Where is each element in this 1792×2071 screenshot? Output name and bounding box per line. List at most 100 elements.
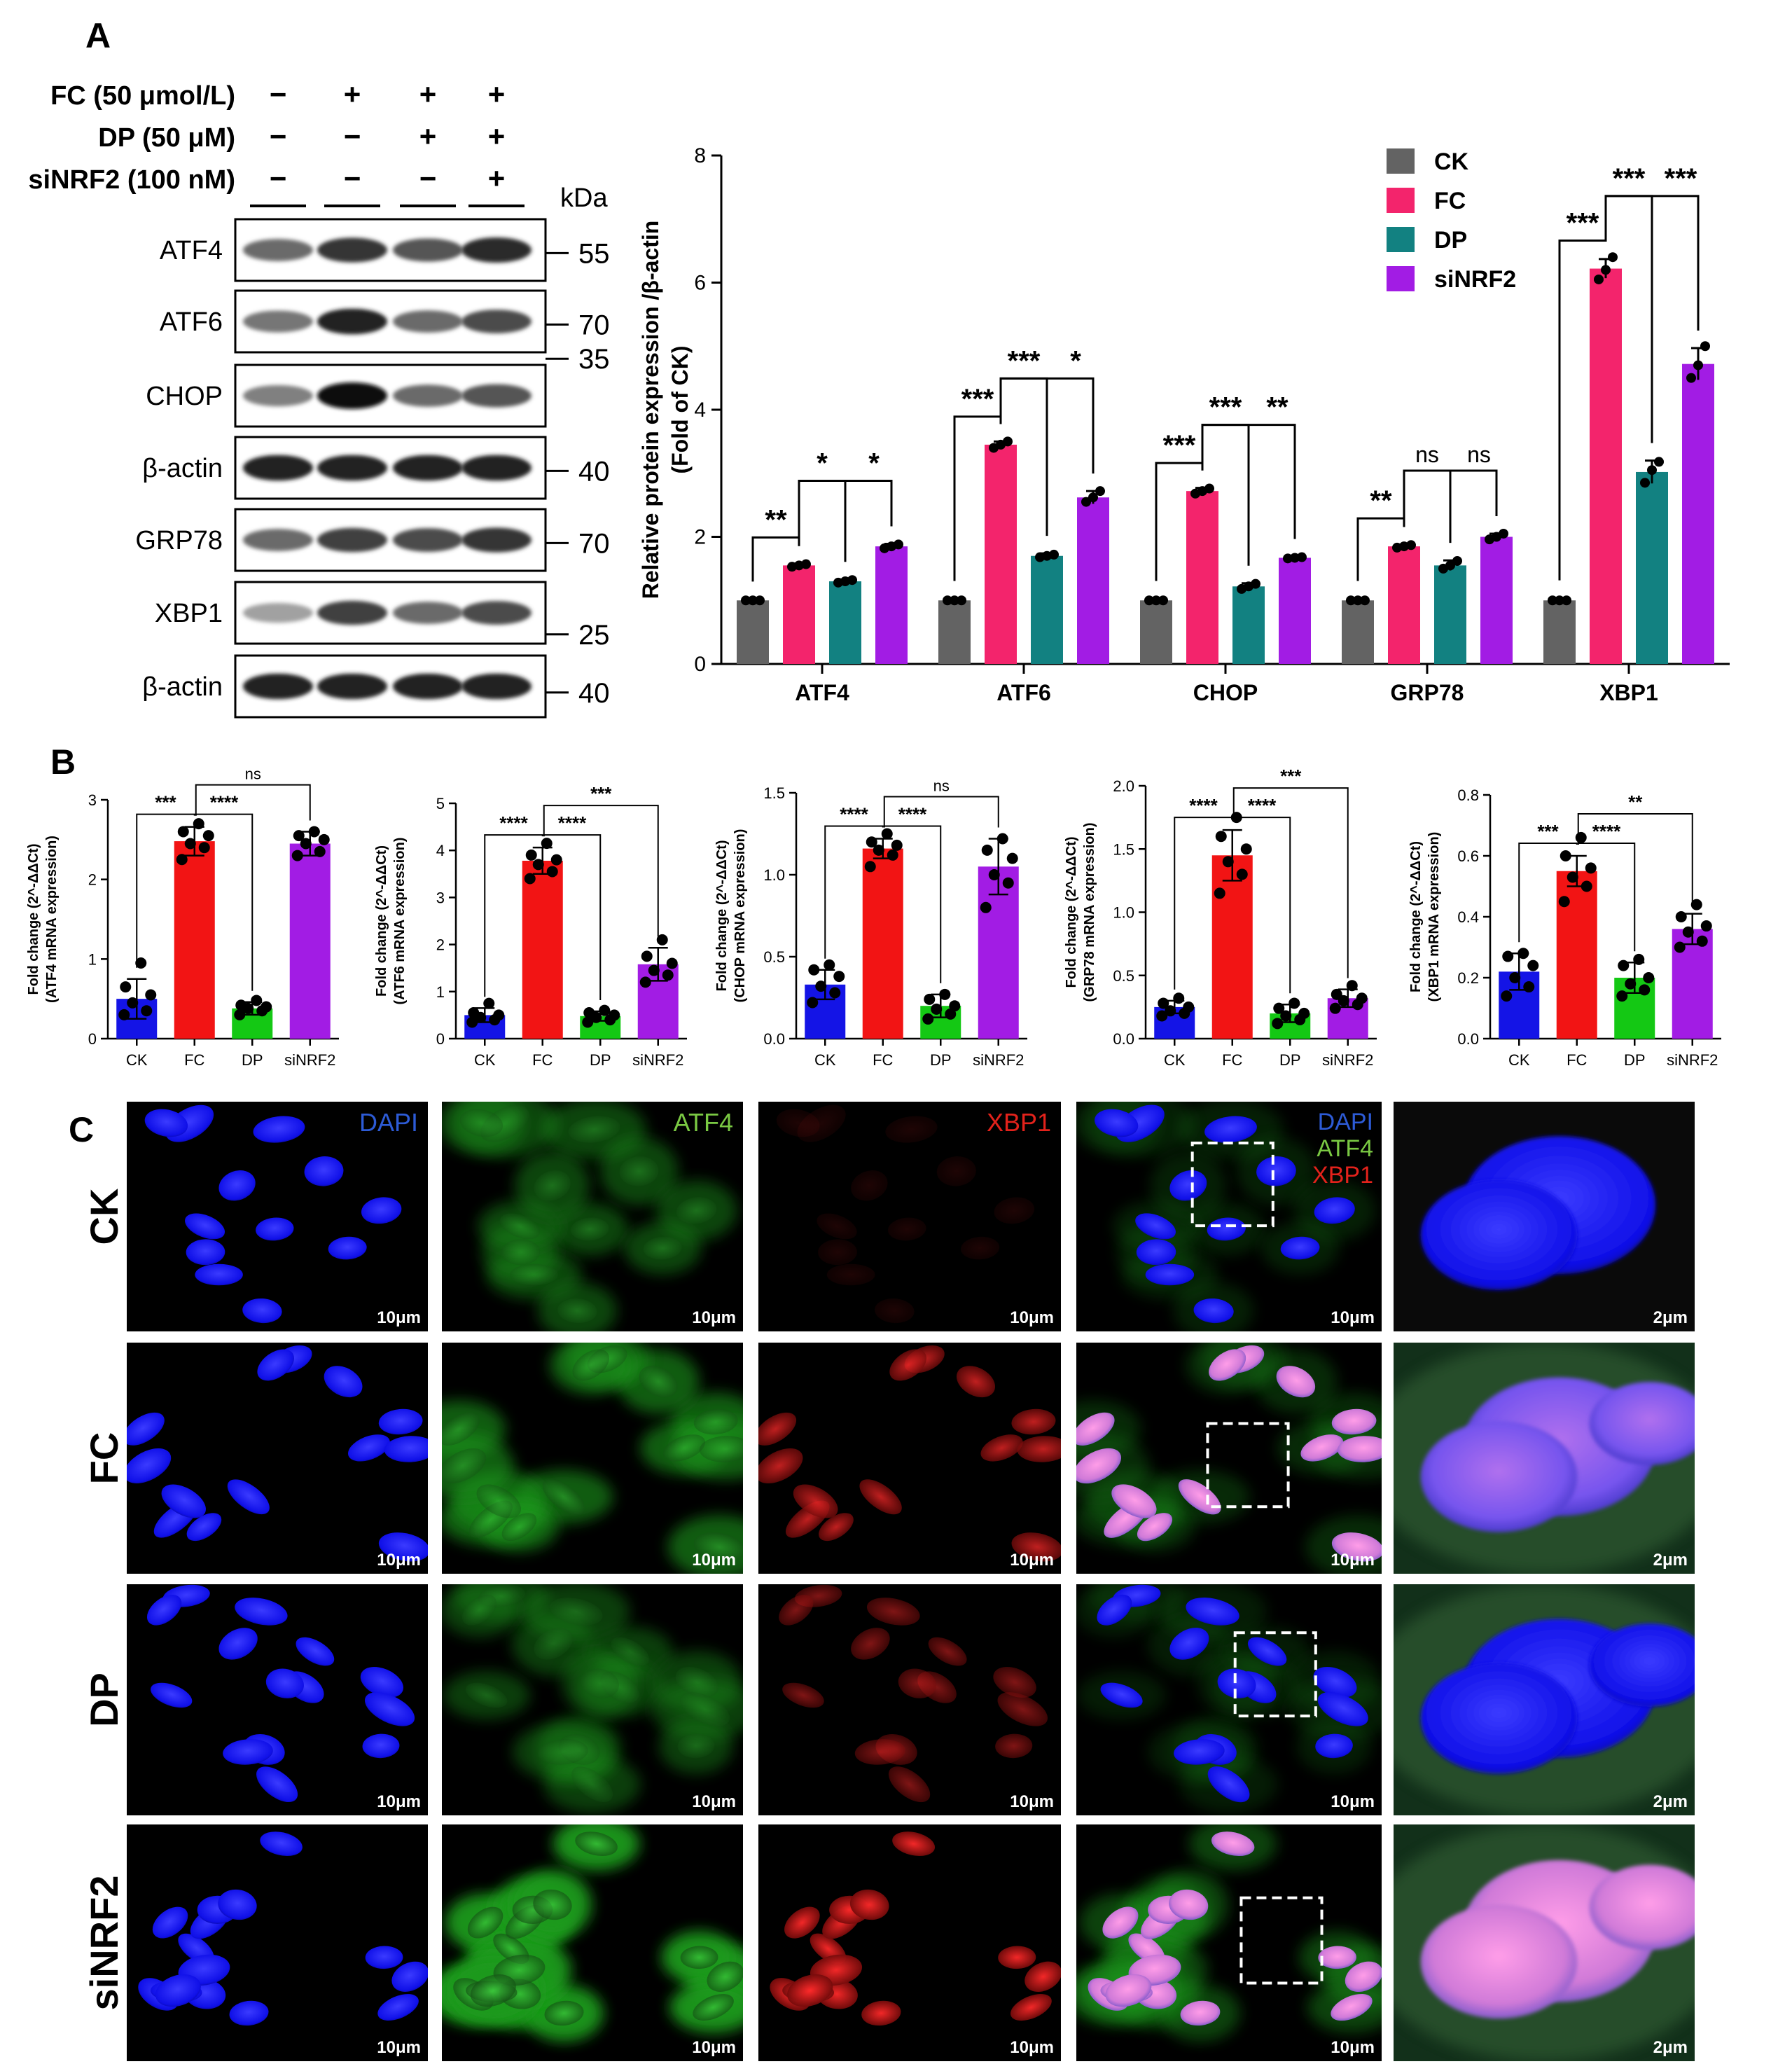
data-point — [1003, 436, 1013, 447]
blot-band — [393, 238, 463, 262]
data-point — [815, 981, 827, 992]
nucleus — [1313, 1666, 1357, 1698]
nucleus — [365, 1946, 403, 1969]
data-point — [922, 1013, 934, 1025]
scale-bar-label: 2μm — [1653, 1308, 1688, 1327]
data-point — [662, 969, 674, 981]
nucleus — [362, 1733, 400, 1759]
y-tick-label: 0.2 — [1457, 969, 1479, 987]
data-point — [866, 836, 877, 848]
bar-sinrf2 — [1077, 497, 1109, 664]
nucleus — [1174, 1739, 1225, 1765]
nucleus — [898, 1668, 937, 1698]
nucleus — [1100, 1682, 1143, 1708]
y-tick-label: 1.5 — [763, 784, 785, 802]
nucleus — [391, 1961, 428, 1992]
y-tick-label: 0.4 — [1457, 908, 1479, 926]
micrograph-ck-atf4: ATF4 10μm — [442, 1102, 743, 1331]
nucleus — [1420, 1663, 1578, 1774]
micrograph-sinrf2-zoom: 2μm — [1394, 1824, 1695, 2061]
nucleus — [466, 1682, 508, 1708]
data-point — [864, 861, 876, 873]
blot-band — [461, 601, 532, 625]
micrograph-fc-dapi: 10μm — [127, 1343, 428, 1574]
data-point — [1686, 373, 1696, 383]
data-point — [1204, 483, 1214, 494]
nucleus — [510, 1263, 558, 1286]
bar-fc — [1186, 491, 1218, 664]
bar-fc — [783, 565, 815, 664]
y-tick-label: 0.5 — [1113, 967, 1134, 985]
bar-sinrf2 — [875, 546, 908, 664]
nucleus — [936, 1156, 976, 1186]
significance-label: ns — [1467, 442, 1491, 467]
scale-bar-label: 2μm — [1653, 1551, 1688, 1570]
data-point — [1183, 1001, 1195, 1013]
nucleus — [693, 1532, 743, 1562]
blot-row-label: CHOP — [146, 382, 223, 411]
treatment-sign: − — [344, 120, 361, 153]
significance-label: **** — [210, 792, 239, 813]
y-tick-label: 0 — [694, 653, 706, 676]
significance-label: ** — [1266, 392, 1289, 423]
nucleus — [361, 1197, 402, 1224]
y-tick-label: 1.0 — [1113, 904, 1134, 922]
nucleus — [581, 1668, 619, 1698]
nucleus — [348, 1434, 390, 1462]
nucleus — [1207, 1766, 1250, 1803]
data-point — [847, 575, 857, 586]
channel-label: ATF4 — [674, 1108, 733, 1137]
nucleus — [1331, 1532, 1382, 1562]
y-tick-label: 0 — [436, 1030, 445, 1048]
mrna-chart: 0 1 2 3 Fold change (2^-ΔΔCt) (ATF4 mRNA expr… — [26, 766, 339, 1069]
data-point — [1640, 478, 1650, 488]
nucleus — [1095, 1109, 1139, 1137]
nucleus — [195, 1263, 243, 1286]
nucleus — [260, 1831, 303, 1857]
scale-bar-label: 10μm — [377, 2038, 421, 2057]
treatment-sign: − — [270, 120, 287, 153]
data-point — [1280, 1010, 1292, 1022]
nucleus — [677, 1733, 715, 1759]
nucleus — [995, 1733, 1033, 1759]
data-point — [198, 842, 210, 854]
x-tick-label: GRP78 — [1391, 680, 1464, 705]
nucleus — [377, 1994, 419, 2021]
row-label: CK — [82, 1189, 126, 1245]
data-point — [1560, 850, 1571, 861]
significance-label: *** — [1209, 392, 1242, 423]
nucleus — [1247, 1637, 1287, 1666]
nucleus — [998, 1946, 1036, 1969]
significance-bracket — [1403, 469, 1498, 527]
blot-band — [317, 308, 387, 335]
micrograph-ck-zoom: 2μm — [1394, 1102, 1695, 1331]
nucleus — [229, 2000, 269, 2026]
bar-fc — [862, 848, 903, 1039]
data-point — [648, 964, 660, 976]
data-point — [1158, 595, 1168, 606]
kda-marker: 25 — [578, 620, 610, 651]
nucleus — [1318, 1946, 1356, 1969]
legend-swatch — [1387, 266, 1415, 291]
bar-sinrf2 — [1682, 363, 1714, 664]
bar-fc — [1590, 268, 1622, 664]
legend-swatch — [1387, 188, 1415, 213]
nucleus — [218, 1170, 256, 1201]
data-point — [1523, 981, 1535, 993]
data-point — [1585, 862, 1597, 874]
data-point — [1501, 990, 1513, 1002]
nucleus — [1314, 1197, 1355, 1224]
data-point — [1151, 595, 1161, 606]
data-point — [943, 595, 952, 606]
significance-label: *** — [1665, 163, 1697, 194]
blot-band — [393, 385, 463, 407]
x-tick-label: FC — [1567, 1051, 1587, 1069]
data-point — [1502, 950, 1514, 962]
nucleus — [639, 1366, 678, 1398]
nucleus — [1017, 1436, 1061, 1462]
micrograph-sinrf2-merge: 10μm — [1076, 1824, 1382, 2061]
x-tick-label: CK — [1508, 1051, 1530, 1069]
x-tick-label: FC — [873, 1051, 893, 1069]
bar-ck — [737, 600, 769, 664]
nucleus — [501, 1239, 541, 1266]
